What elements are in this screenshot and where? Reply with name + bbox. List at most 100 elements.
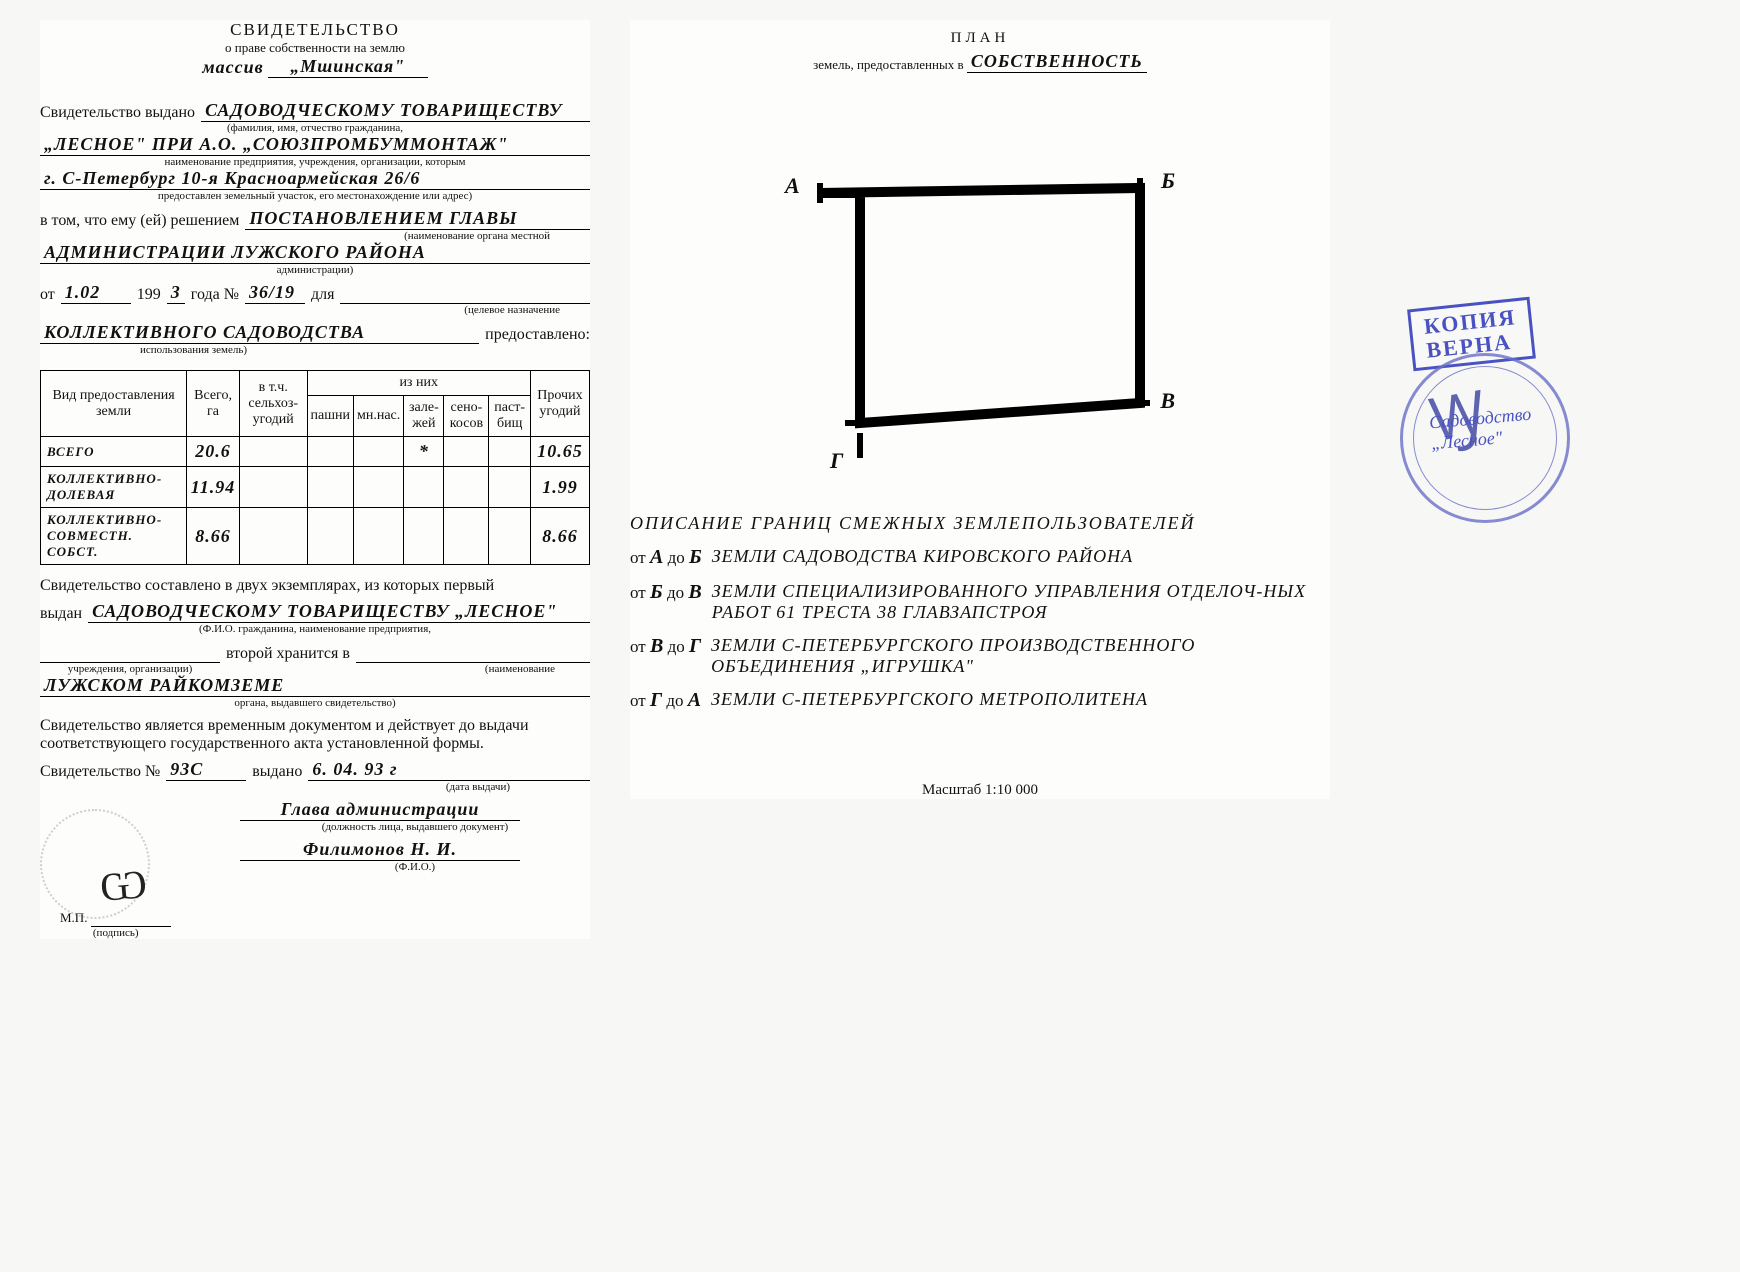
- ot-label: от: [40, 286, 55, 304]
- sub-org: наименование предприятия, учреждения, ор…: [40, 156, 590, 168]
- th-vid: Вид предоставления земли: [41, 371, 187, 437]
- table-cell: [307, 467, 353, 508]
- plot-diagram: А Б В Г КОПИЯ ВЕРНА Ꝡ Садоводство „Лесно…: [790, 163, 1170, 483]
- sub-org2: учреждения, организации): [40, 663, 220, 675]
- provided-label: предоставлено:: [485, 326, 590, 344]
- org-blank: [40, 641, 220, 663]
- sub-post: (должность лица, выдавшего документ): [240, 821, 590, 833]
- chief: Глава администрации: [240, 799, 520, 821]
- table-cell: 10.65: [530, 437, 589, 467]
- mp-label: М.П.: [60, 910, 87, 925]
- sub-purpose: (целевое назначение: [40, 304, 590, 316]
- year-d: 3: [167, 282, 185, 304]
- copy1: САДОВОДЧЕСКОМУ ТОВАРИЩЕСТВУ „ЛЕСНОЕ": [88, 601, 590, 623]
- issued-to-1: САДОВОДЧЕСКОМУ ТОВАРИЩЕСТВУ: [201, 100, 590, 122]
- signer: Филимонов Н. И.: [240, 839, 520, 861]
- year-post: года №: [191, 286, 239, 304]
- table-cell: 20.6: [187, 437, 240, 467]
- massiv-row: массив „Мшинская": [40, 56, 590, 78]
- plot-svg: [790, 163, 1170, 483]
- sub-use: использования земель): [40, 344, 590, 356]
- border-text: ЗЕМЛИ С-ПЕТЕРБУРГСКОГО МЕТРОПОЛИТЕНА: [711, 689, 1330, 710]
- table-cell: [307, 508, 353, 565]
- doc-no: 36/19: [245, 282, 305, 304]
- address: г. С-Петербург 10-я Красноармейская 26/6: [40, 168, 590, 190]
- cert-no-label: Свидетельство №: [40, 763, 160, 781]
- border-from: от Б до В: [630, 581, 702, 604]
- massiv-value: „Мшинская": [268, 56, 428, 78]
- table-cell: [444, 437, 489, 467]
- doc-title: СВИДЕТЕЛЬСТВО: [40, 20, 590, 40]
- table-row: КОЛЛЕКТИВНО-СОВМЕСТН. СОБСТ.8.668.66: [41, 508, 590, 565]
- massiv-label: массив: [202, 57, 263, 77]
- purpose: КОЛЛЕКТИВНОГО САДОВОДСТВА: [40, 322, 479, 344]
- border-from: от В до Г: [630, 635, 701, 658]
- decision-2: АДМИНИСТРАЦИИ ЛУЖСКОГО РАЙОНА: [40, 242, 590, 264]
- table-cell: [354, 467, 404, 508]
- scale-label: Масштаб 1:10 000: [630, 782, 1330, 799]
- issued-on: 6. 04. 93 г: [308, 759, 590, 781]
- border-row: от Г до А ЗЕМЛИ С-ПЕТЕРБУРГСКОГО МЕТРОПОЛ…: [630, 689, 1330, 712]
- table-cell: [489, 437, 530, 467]
- decision-1: ПОСТАНОВЛЕНИЕМ ГЛАВЫ: [245, 208, 590, 230]
- issued-label: Свидетельство выдано: [40, 104, 195, 122]
- land-table: Вид предоставления земли Всего, га в т.ч…: [40, 370, 590, 565]
- plan-sub-pre: земель, предоставленных в: [813, 57, 963, 72]
- vydan-label: выдан: [40, 605, 82, 623]
- date: 1.02: [61, 282, 131, 304]
- sub-fio2: (Ф.И.О.): [240, 861, 590, 873]
- border-from: от А до Б: [630, 546, 702, 569]
- desc-title: ОПИСАНИЕ ГРАНИЦ СМЕЖНЫХ ЗЕМЛЕПОЛЬЗОВАТЕЛ…: [630, 513, 1330, 534]
- sub-organ2: органа, выдавшего свидетельство): [40, 697, 590, 709]
- node-g: Г: [830, 448, 843, 474]
- th-total: Всего, га: [187, 371, 240, 437]
- border-from: от Г до А: [630, 689, 701, 712]
- plan-right-page: ПЛАН земель, предоставленных в СОБСТВЕНН…: [630, 20, 1330, 799]
- year-pre: 199: [137, 286, 161, 304]
- purpose-blank: [340, 282, 590, 304]
- table-cell: [404, 467, 444, 508]
- border-text: ЗЕМЛИ С-ПЕТЕРБУРГСКОГО ПРОИЗВОДСТВЕННОГО…: [711, 635, 1330, 677]
- border-text: ЗЕМЛИ САДОВОДСТВА КИРОВСКОГО РАЙОНА: [712, 546, 1330, 567]
- th-mnog: мн.нас.: [354, 396, 404, 437]
- border-row: от А до Б ЗЕМЛИ САДОВОДСТВА КИРОВСКОГО РА…: [630, 546, 1330, 569]
- table-cell: [307, 437, 353, 467]
- table-cell: 8.66: [187, 508, 240, 565]
- issued-to-2: „ЛЕСНОЕ" ПРИ А.О. „СОЮЗПРОМБУММОНТАЖ": [40, 134, 590, 156]
- sub-date: (дата выдачи): [40, 781, 590, 793]
- th-seno: сено-косов: [444, 396, 489, 437]
- stamp-group: КОПИЯ ВЕРНА Ꝡ Садоводство „Лесное": [1400, 313, 1600, 513]
- th-zal: зале-жей: [404, 396, 444, 437]
- sub-copy1: (Ф.И.О. гражданина, наименование предпри…: [40, 623, 590, 635]
- plan-subtitle-row: земель, предоставленных в СОБСТВЕННОСТЬ: [630, 51, 1330, 73]
- table-cell: КОЛЛЕКТИВНО-СОВМЕСТН. СОБСТ.: [41, 508, 187, 565]
- doc-subtitle: о праве собственности на землю: [40, 40, 590, 56]
- table-cell: [354, 437, 404, 467]
- plan-sub-val: СОБСТВЕННОСТЬ: [967, 51, 1147, 73]
- table-row: КОЛЛЕКТИВНО-ДОЛЕВАЯ11.941.99: [41, 467, 590, 508]
- table-cell: 1.99: [530, 467, 589, 508]
- border-row: от Б до ВЗЕМЛИ СПЕЦИАЛИЗИРОВАННОГО УПРАВ…: [630, 581, 1330, 623]
- table-row: ВСЕГО20.6 * 10.65: [41, 437, 590, 467]
- decision-label: в том, что ему (ей) решением: [40, 212, 239, 230]
- certificate-left-page: СВИДЕТЕЛЬСТВО о праве собственности на з…: [40, 20, 590, 939]
- signature-icon: Ѡ: [98, 860, 149, 911]
- table-cell: [404, 508, 444, 565]
- issued-on-label: выдано: [252, 763, 302, 781]
- table-cell: ВСЕГО: [41, 437, 187, 467]
- stamp-inner: Садоводство „Лесное": [1428, 404, 1534, 455]
- border-row: от В до Г ЗЕМЛИ С-ПЕТЕРБУРГСКОГО ПРОИЗВОД…: [630, 635, 1330, 677]
- plan-title: ПЛАН: [630, 30, 1330, 47]
- borders-list: от А до Б ЗЕМЛИ САДОВОДСТВА КИРОВСКОГО РА…: [630, 546, 1330, 712]
- sub-admin: администрации): [40, 264, 590, 276]
- table-cell: [489, 508, 530, 565]
- table-cell: [444, 508, 489, 565]
- table-cell: [239, 467, 307, 508]
- table-cell: 8.66: [530, 508, 589, 565]
- table-cell: [239, 437, 307, 467]
- node-b: Б: [1161, 168, 1175, 194]
- sub-fio: (фамилия, имя, отчество гражданина,: [40, 122, 590, 134]
- th-pash: пашни: [307, 396, 353, 437]
- th-past: паст-бищ: [489, 396, 530, 437]
- table-cell: *: [404, 437, 444, 467]
